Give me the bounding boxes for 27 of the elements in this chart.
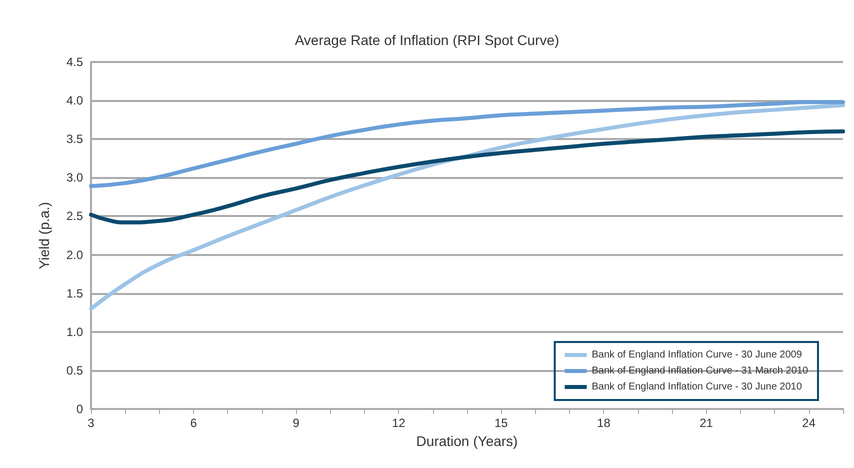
legend-label: Bank of England Inflation Curve - 30 June 2010: [592, 382, 802, 392]
line-series: [89, 100, 845, 188]
x-tick-label: 15: [494, 416, 508, 430]
line-series: [89, 129, 845, 224]
x-tick-label: 18: [597, 416, 611, 430]
chart-title: Average Rate of Inflation (RPI Spot Curve): [294, 32, 560, 48]
y-tick-label: 1.5: [66, 286, 84, 300]
x-tick-label: 21: [700, 416, 714, 430]
x-tick-label: 3: [88, 416, 95, 430]
x-axis-title: Duration (Years): [416, 432, 518, 449]
y-tick-label: 1.0: [66, 324, 84, 339]
y-tick-label: 3.0: [66, 170, 84, 185]
legend-label: Bank of England Inflation Curve - 30 June 2009: [592, 350, 802, 360]
y-axis-title: Yield (p.a.): [36, 202, 52, 270]
y-tick-label: 4.0: [66, 94, 84, 108]
x-tick-label: 9: [292, 416, 300, 430]
y-tick-label: 0.5: [66, 363, 84, 378]
y-tick-label: 0: [76, 402, 84, 416]
x-tick-label: 6: [190, 416, 198, 430]
line-series: [89, 103, 845, 311]
y-tick-label: 3.5: [66, 132, 84, 146]
legend-label: Bank of England Inflation Curve - 31 March 2010: [592, 366, 808, 376]
x-tick-label: 12: [392, 416, 406, 430]
y-tick-label: 2.5: [66, 209, 84, 224]
x-tick-label: 24: [802, 416, 816, 430]
y-tick-label: 4.5: [66, 55, 84, 69]
y-tick-label: 2.0: [66, 248, 84, 262]
